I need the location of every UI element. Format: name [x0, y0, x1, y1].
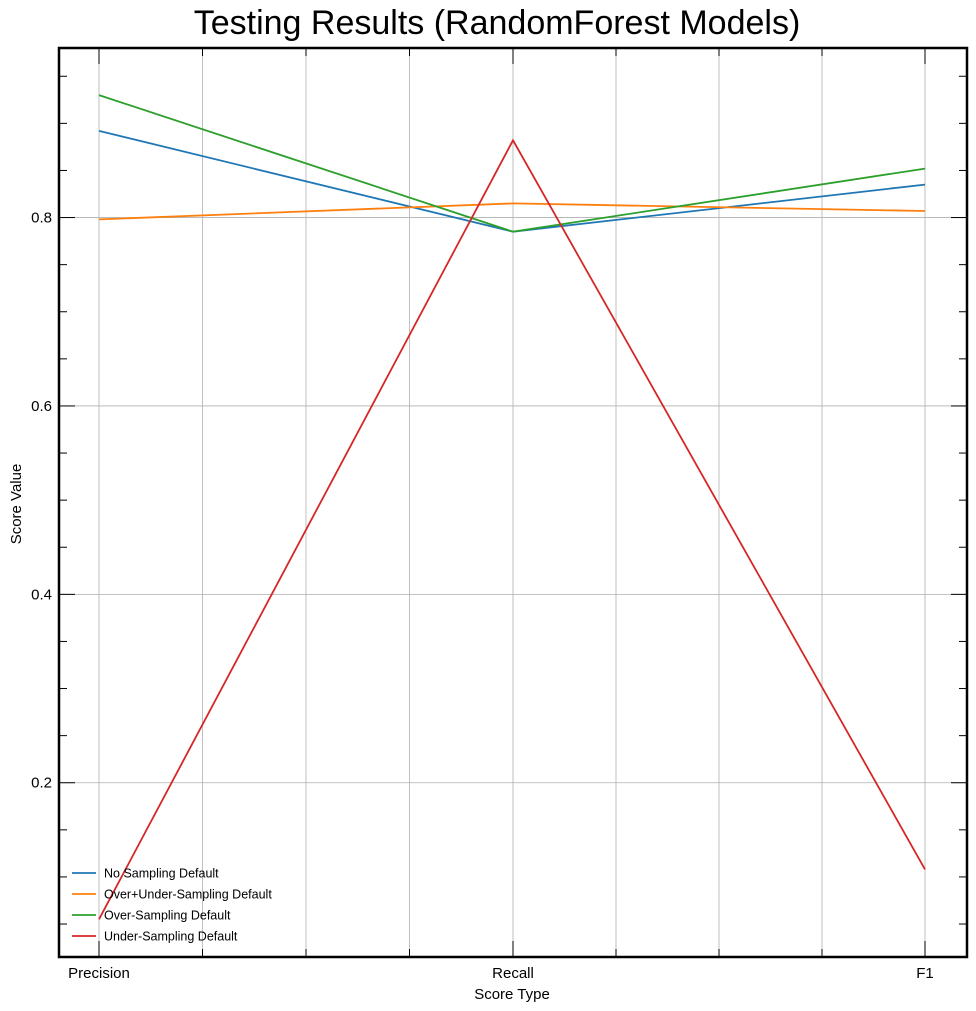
x-tick-label: Precision	[68, 965, 130, 982]
chart-title: Testing Results (RandomForest Models)	[194, 4, 801, 42]
series-line	[98, 138, 926, 920]
y-axis-label: Score Value	[8, 464, 25, 545]
x-axis-label: Score Type	[474, 986, 550, 1003]
y-tick-label: 0.8	[31, 210, 52, 227]
legend-label: No Sampling Default	[104, 867, 219, 881]
y-tick-label: 0.6	[31, 398, 52, 415]
legend-label: Over-Sampling Default	[104, 909, 231, 923]
legend-label: Under-Sampling Default	[104, 930, 238, 944]
x-tick-label: Recall	[492, 965, 534, 982]
axis-ticks	[59, 48, 967, 957]
series-line	[98, 202, 926, 221]
plot-frame	[57, 46, 969, 959]
series-line	[98, 94, 926, 233]
y-tick-label: 0.2	[31, 775, 52, 792]
series-lines	[98, 94, 926, 920]
legend-label: Over+Under-Sampling Default	[104, 888, 272, 902]
y-tick-label: 0.4	[31, 586, 52, 603]
y-tick-labels: 0.2 0.4 0.6 0.8	[31, 210, 52, 792]
grid-lines	[59, 48, 967, 957]
legend: No Sampling Default Over+Under-Sampling D…	[72, 867, 272, 944]
x-tick-label: F1	[916, 965, 934, 982]
x-tick-labels: Precision Recall F1	[68, 965, 934, 982]
series-line	[98, 130, 926, 233]
